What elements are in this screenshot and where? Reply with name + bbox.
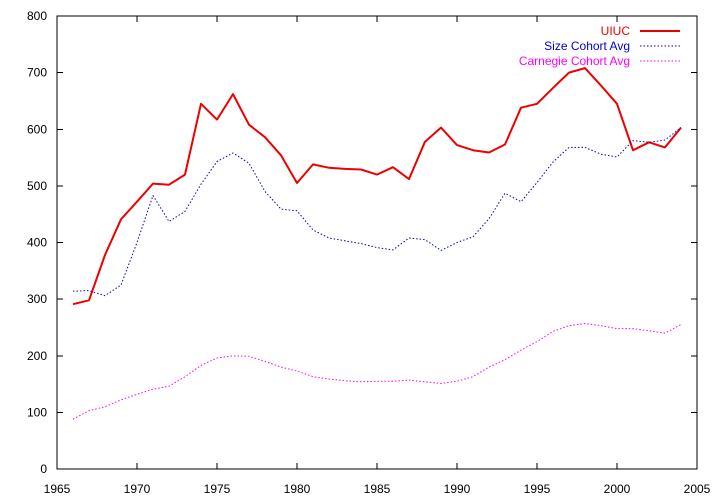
plot-frame <box>56 15 698 470</box>
y-tick-label: 0 <box>40 462 47 476</box>
y-tick-label: 300 <box>27 292 47 306</box>
y-tick-label: 500 <box>27 179 47 193</box>
legend-label-2: Size Cohort Avg <box>544 39 630 53</box>
x-tick-label: 1965 <box>44 482 71 496</box>
x-tick-label: 1990 <box>444 482 471 496</box>
x-tick-label: 1980 <box>284 482 311 496</box>
y-tick-label: 600 <box>27 122 47 136</box>
legend-label-3: Carnegie Cohort Avg <box>519 54 630 68</box>
series-line-1 <box>72 67 682 306</box>
series-line-2 <box>72 127 682 297</box>
series-line-3 <box>72 323 682 420</box>
x-tick-label: 1970 <box>124 482 151 496</box>
y-tick-label: 800 <box>27 9 47 23</box>
y-tick-label: 100 <box>27 405 47 419</box>
x-tick-label: 2000 <box>604 482 631 496</box>
x-tick-label: 1985 <box>364 482 391 496</box>
x-tick-label: 2005 <box>684 482 711 496</box>
x-tick-label: 1995 <box>524 482 551 496</box>
y-tick-label: 200 <box>27 349 47 363</box>
axes-layer <box>56 15 698 470</box>
x-tick-label: 1975 <box>204 482 231 496</box>
y-tick-label: 700 <box>27 66 47 80</box>
y-tick-label: 400 <box>27 236 47 250</box>
legend-label-1: UIUC <box>601 24 631 38</box>
tick-layer: 1965 1970 1975 1980 1985 1990 1995 2000 2005 0 100… <box>27 9 711 496</box>
series-layer <box>72 67 682 420</box>
